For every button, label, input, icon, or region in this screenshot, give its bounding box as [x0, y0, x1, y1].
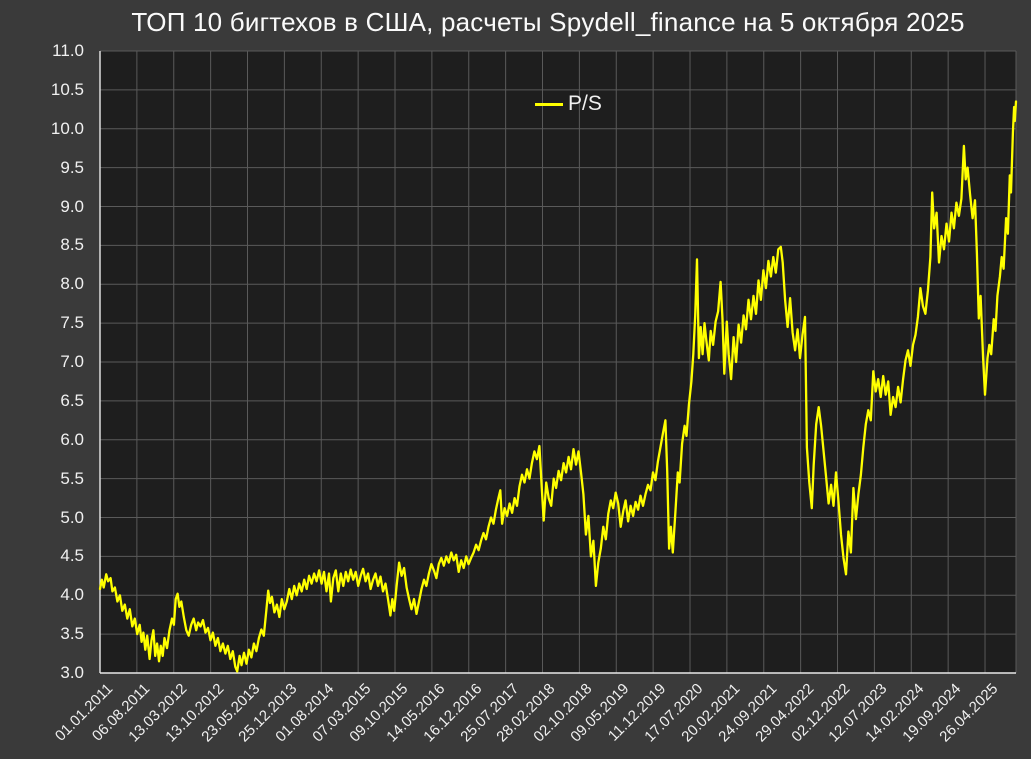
- y-tick-label: 3.5: [60, 624, 84, 644]
- y-tick-label: 11.0: [52, 41, 84, 60]
- y-tick-label: 9.0: [60, 196, 84, 216]
- y-tick-label: 7.0: [60, 352, 84, 371]
- ps-line-series: [98, 100, 1018, 673]
- y-tick-label: 6.0: [60, 429, 84, 449]
- y-tick-label: 5.0: [60, 507, 84, 527]
- y-tick-label: 10.0: [50, 118, 84, 138]
- legend-label: P/S: [568, 92, 602, 115]
- chart-title: ТОП 10 бигтехов в США, расчеты Spydell_f…: [131, 7, 965, 37]
- y-tick-label: 4.5: [60, 546, 84, 566]
- y-tick-label: 10.5: [50, 79, 84, 99]
- legend: P/S: [535, 92, 602, 116]
- legend-line-swatch: [535, 102, 563, 106]
- y-tick-label: 9.5: [60, 157, 84, 177]
- y-tick-label: 4.0: [60, 585, 84, 605]
- y-tick-label: 7.5: [60, 313, 84, 333]
- y-tick-label: 3.0: [60, 663, 84, 682]
- y-tick-label: 6.5: [60, 390, 84, 410]
- y-tick-label: 5.5: [60, 468, 84, 488]
- y-tick-label: 8.5: [60, 235, 84, 255]
- y-tick-label: 8.0: [60, 274, 84, 294]
